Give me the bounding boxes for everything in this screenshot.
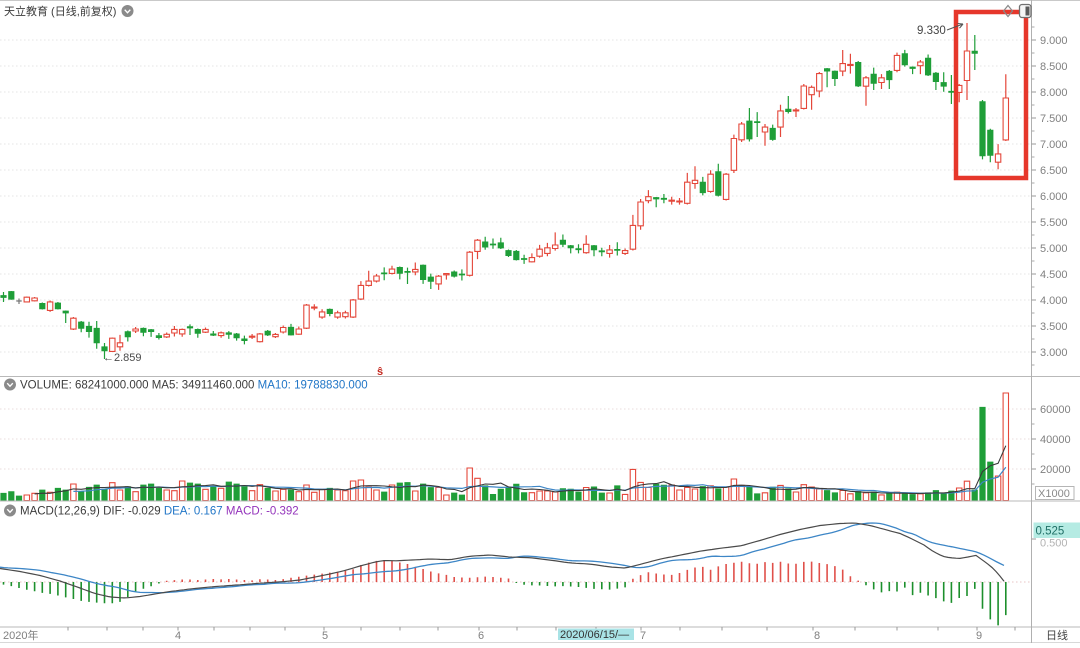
svg-text:←2.859: ←2.859 [103, 352, 142, 364]
svg-text:6.500: 6.500 [1040, 165, 1068, 177]
svg-text:7: 7 [640, 630, 646, 642]
svg-text:5: 5 [322, 630, 328, 642]
svg-text:ŝ: ŝ [377, 366, 383, 378]
svg-text:40000: 40000 [1040, 434, 1071, 446]
svg-text:天立教育 (日线,前复权): 天立教育 (日线,前复权) [4, 4, 116, 18]
svg-text:6.000: 6.000 [1040, 191, 1068, 203]
svg-text:20000: 20000 [1040, 464, 1071, 476]
svg-text:4: 4 [175, 630, 181, 642]
svg-text:2020/06/15/—: 2020/06/15/— [560, 629, 629, 641]
svg-text:4.000: 4.000 [1040, 295, 1068, 307]
svg-text:9.330: 9.330 [917, 25, 946, 37]
svg-text:VOLUME: 68241000.000 MA5: 349: VOLUME: 68241000.000 MA5: 34911460.000 M… [20, 380, 368, 392]
svg-text:4.500: 4.500 [1040, 269, 1068, 281]
svg-text:2020年: 2020年 [3, 628, 38, 642]
svg-text:8.500: 8.500 [1040, 61, 1068, 73]
svg-text:日线: 日线 [1046, 628, 1068, 642]
svg-text:8: 8 [814, 630, 820, 642]
svg-text:3.500: 3.500 [1040, 321, 1068, 333]
svg-text:8.000: 8.000 [1040, 87, 1068, 99]
svg-text:5.000: 5.000 [1040, 243, 1068, 255]
svg-text:0.525: 0.525 [1036, 526, 1065, 538]
svg-text:9.000: 9.000 [1040, 35, 1068, 47]
svg-text:0.500: 0.500 [1040, 538, 1068, 550]
svg-text:7.500: 7.500 [1040, 113, 1068, 125]
svg-text:MACD(12,26,9) DIF: -0.029 DE: MACD(12,26,9) DIF: -0.029 DEA: 0.167 MAC… [20, 506, 299, 518]
svg-text:9: 9 [976, 630, 982, 642]
svg-text:5.500: 5.500 [1040, 217, 1068, 229]
svg-text:X1000: X1000 [1038, 488, 1070, 500]
svg-text:6: 6 [478, 630, 484, 642]
svg-text:3.000: 3.000 [1040, 347, 1068, 359]
svg-text:60000: 60000 [1040, 404, 1071, 416]
svg-text:7.000: 7.000 [1040, 139, 1068, 151]
